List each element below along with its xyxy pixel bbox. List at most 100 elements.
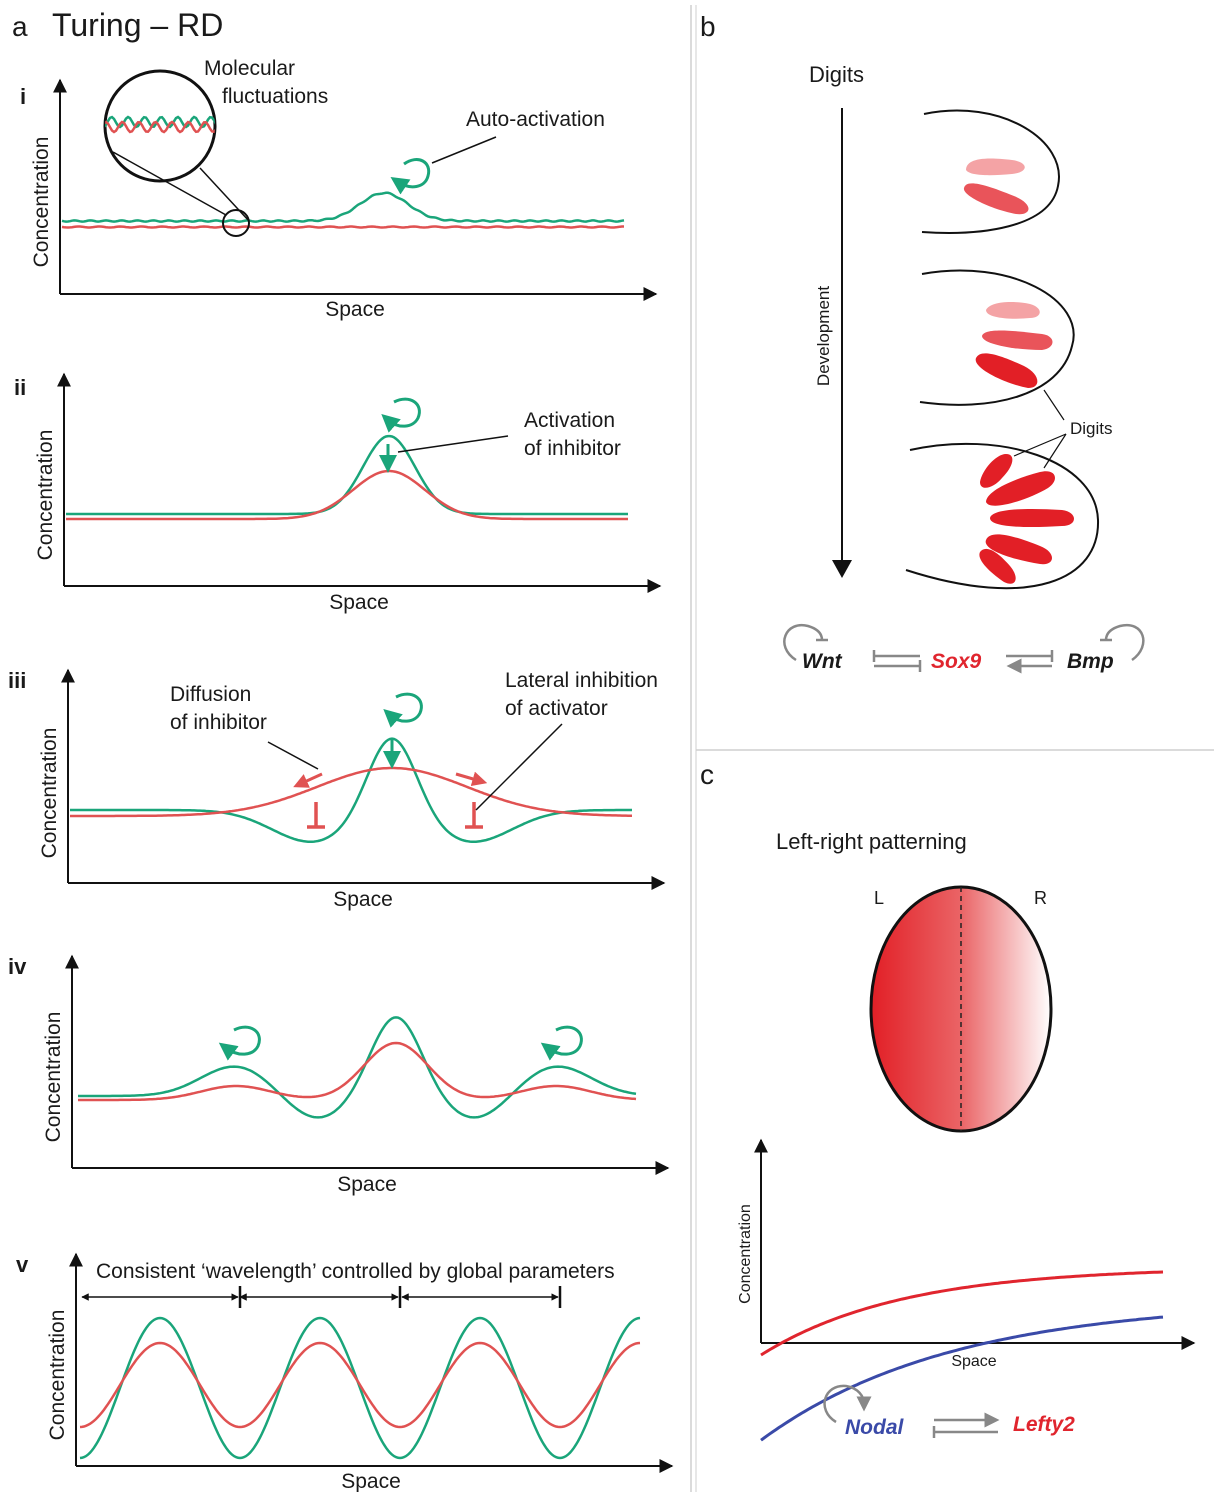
auto-activation-loop-icon bbox=[381, 397, 421, 433]
gene-bmp: Bmp bbox=[1067, 650, 1114, 673]
panel-a-title: Turing – RD bbox=[52, 7, 223, 43]
ylabel-i: Concentration bbox=[30, 137, 53, 268]
ylabel-c: Concentration bbox=[737, 1204, 754, 1304]
wnt-self-loop-icon bbox=[783, 623, 824, 662]
xlabel-iii: Space bbox=[333, 888, 393, 911]
digit bbox=[985, 534, 1052, 565]
digits-pointer bbox=[1043, 389, 1065, 421]
digit bbox=[979, 548, 1016, 584]
digits-pointer bbox=[1043, 433, 1067, 469]
numeral-ii: ii bbox=[14, 375, 26, 400]
digit-anlage bbox=[963, 183, 1029, 215]
fluctuations-label: fluctuations bbox=[222, 85, 328, 108]
inhibition-left-icon bbox=[307, 802, 325, 829]
inhibitor-curve-iii bbox=[70, 766, 632, 818]
activator-curve-iii bbox=[70, 737, 632, 843]
ylabel-iv: Concentration bbox=[42, 1012, 65, 1143]
panel-c: c Left-right patterning L R Concentratio… bbox=[700, 759, 1196, 1442]
digits-pointer bbox=[1013, 433, 1067, 457]
inhibitor-curve-iv bbox=[78, 1041, 637, 1102]
panel-b-letter: b bbox=[700, 11, 716, 42]
ylabel-v: Concentration bbox=[46, 1310, 69, 1441]
subpanel-iv: iv Concentration Space bbox=[8, 954, 670, 1196]
activator-curve-ii bbox=[66, 434, 628, 516]
digit bbox=[980, 454, 1013, 488]
gene-wnt: Wnt bbox=[802, 650, 843, 673]
bmp-self-loop-icon bbox=[1104, 623, 1145, 662]
lateral-label-1: Lateral inhibition bbox=[505, 669, 658, 692]
left-label: L bbox=[874, 888, 884, 908]
numeral-i: i bbox=[20, 84, 26, 109]
gene-lefty2: Lefty2 bbox=[1013, 1413, 1075, 1436]
digit-anlage bbox=[975, 353, 1038, 388]
diffusion-right-arrow-icon bbox=[455, 771, 488, 787]
panel-c-letter: c bbox=[700, 759, 714, 790]
molecular-label: Molecular bbox=[204, 57, 295, 80]
lefty2-curve bbox=[760, 1270, 1164, 1357]
panel-a-letter: a bbox=[12, 11, 28, 42]
inhibitor-curve-i bbox=[61, 225, 624, 229]
diffusion-left-arrow-icon bbox=[293, 772, 323, 788]
ylabel-ii: Concentration bbox=[34, 430, 57, 561]
subpanel-ii: ii Concentration Space Activation of inh… bbox=[14, 372, 662, 614]
subpanel-v: v Concentration Space Consistent ‘wavele… bbox=[16, 1252, 674, 1492]
numeral-v: v bbox=[16, 1252, 29, 1277]
activator-curve-iv bbox=[78, 1016, 637, 1119]
right-label: R bbox=[1034, 888, 1047, 908]
auto-activation-loop-icon bbox=[390, 158, 431, 195]
nodal-self-activation-icon bbox=[823, 1384, 872, 1424]
magnified-inhibitor bbox=[105, 120, 215, 134]
xlabel-c: Space bbox=[951, 1353, 996, 1370]
lateral-pointer bbox=[475, 723, 563, 811]
zoom-line-1 bbox=[112, 151, 227, 216]
digit bbox=[990, 508, 1074, 528]
digit-anlage bbox=[982, 330, 1053, 350]
panel-c-heading: Left-right patterning bbox=[776, 829, 967, 854]
gene-nodal: Nodal bbox=[845, 1416, 905, 1439]
limb-bud-early bbox=[921, 109, 1060, 234]
activator-curve-i bbox=[61, 191, 625, 223]
activation-label-2: of inhibitor bbox=[524, 437, 621, 460]
auto-activation-loop-icon bbox=[218, 1025, 261, 1061]
activation-label-1: Activation bbox=[524, 409, 615, 432]
numeral-iii: iii bbox=[8, 668, 26, 693]
subpanel-i: i Concentration Space Molecular fluctuat… bbox=[20, 57, 658, 321]
inhibitor-curve-ii bbox=[66, 469, 628, 521]
limb-bud-mid bbox=[919, 269, 1075, 406]
inhibitor-curve-v bbox=[79, 1341, 641, 1429]
auto-activation-label: Auto-activation bbox=[466, 108, 605, 131]
xlabel-i: Space bbox=[325, 298, 385, 321]
xlabel-iv: Space bbox=[337, 1173, 397, 1196]
digit-anlage bbox=[986, 302, 1040, 319]
wavelength-brackets bbox=[81, 1286, 562, 1308]
ylabel-iii: Concentration bbox=[38, 728, 61, 859]
zoom-spot bbox=[222, 209, 250, 237]
development-label: Development bbox=[814, 286, 833, 386]
lateral-label-2: of activator bbox=[505, 697, 608, 720]
auto-activation-loop-icon bbox=[383, 692, 423, 728]
xlabel-ii: Space bbox=[329, 591, 389, 614]
diffusion-label-2: of inhibitor bbox=[170, 711, 267, 734]
magnified-activator bbox=[105, 115, 215, 129]
wavelength-note: Consistent ‘wavelength’ controlled by gl… bbox=[96, 1260, 615, 1283]
gene-sox9: Sox9 bbox=[931, 650, 982, 673]
zoom-line-2 bbox=[199, 167, 250, 222]
subpanel-iii: iii Concentration Space Diffusion of inh… bbox=[8, 668, 666, 911]
diffusion-pointer bbox=[267, 741, 319, 770]
diffusion-label-1: Diffusion bbox=[170, 683, 251, 706]
digit-anlage bbox=[966, 158, 1025, 176]
development-arrowhead-icon bbox=[832, 560, 852, 578]
numeral-iv: iv bbox=[8, 954, 27, 979]
activator-curve-v bbox=[79, 1316, 641, 1460]
xlabel-v: Space bbox=[341, 1470, 401, 1492]
panel-b: b Digits Development Digits Wnt Sox bbox=[700, 11, 1145, 674]
limb-bud-late bbox=[905, 442, 1100, 590]
digits-label: Digits bbox=[1070, 419, 1113, 438]
auto-activation-pointer bbox=[431, 136, 497, 164]
nodal-curve bbox=[760, 1315, 1164, 1442]
digit bbox=[986, 471, 1055, 506]
activation-pointer bbox=[397, 435, 509, 453]
auto-activation-loop-icon bbox=[540, 1025, 583, 1061]
panel-b-heading: Digits bbox=[809, 62, 864, 87]
